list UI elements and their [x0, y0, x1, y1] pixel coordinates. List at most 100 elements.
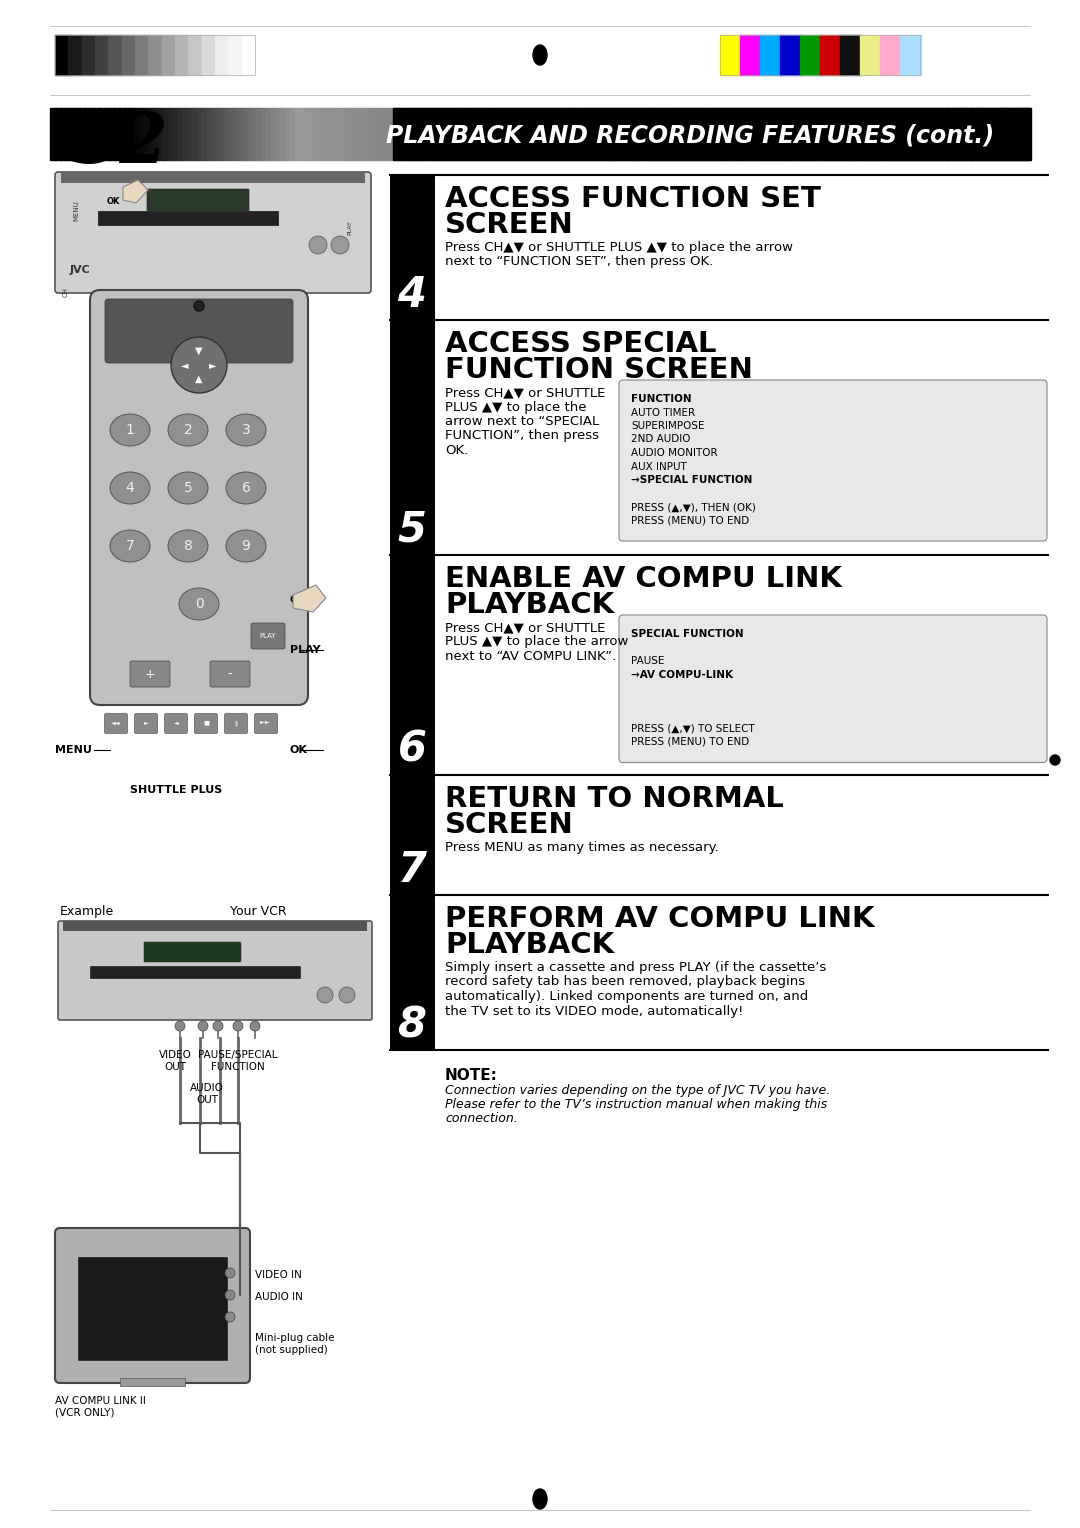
Bar: [95, 35, 109, 75]
Text: 9: 9: [242, 539, 251, 553]
FancyBboxPatch shape: [130, 662, 170, 688]
Bar: [109, 108, 114, 160]
Text: AUTO TIMER: AUTO TIMER: [631, 408, 696, 417]
Bar: [789, 108, 796, 160]
Bar: [192, 108, 198, 160]
Bar: [900, 35, 920, 75]
Bar: [80, 108, 85, 160]
Bar: [731, 108, 737, 160]
Text: Mini-plug cable
(not supplied): Mini-plug cable (not supplied): [255, 1332, 335, 1355]
Bar: [158, 108, 164, 160]
Bar: [447, 108, 453, 160]
Text: SHUTTLE PLUS: SHUTTLE PLUS: [130, 785, 222, 795]
Bar: [1005, 108, 1011, 160]
Text: MENU: MENU: [73, 200, 79, 220]
FancyBboxPatch shape: [194, 714, 217, 733]
Text: ACCESS FUNCTION SET: ACCESS FUNCTION SET: [445, 185, 821, 212]
Bar: [834, 108, 840, 160]
Bar: [712, 108, 717, 160]
Circle shape: [198, 1021, 208, 1031]
Text: ■: ■: [203, 721, 208, 726]
Text: ACCESS SPECIAL: ACCESS SPECIAL: [445, 330, 716, 358]
Bar: [525, 108, 531, 160]
Bar: [119, 108, 124, 160]
Bar: [957, 108, 962, 160]
Bar: [177, 108, 184, 160]
Ellipse shape: [534, 44, 546, 66]
Text: MENU: MENU: [55, 746, 92, 755]
Bar: [530, 108, 536, 160]
Bar: [241, 108, 247, 160]
Text: connection.: connection.: [445, 1112, 517, 1125]
Bar: [609, 108, 615, 160]
Text: FUNCTION: FUNCTION: [631, 394, 691, 403]
Bar: [843, 108, 850, 160]
Bar: [334, 108, 340, 160]
Bar: [795, 108, 800, 160]
Bar: [967, 108, 972, 160]
Text: PAUSE: PAUSE: [631, 656, 664, 666]
Bar: [281, 108, 286, 160]
Bar: [951, 108, 958, 160]
Bar: [90, 108, 95, 160]
Bar: [173, 108, 178, 160]
Text: PLAY: PLAY: [259, 633, 276, 639]
FancyBboxPatch shape: [255, 714, 278, 733]
Bar: [839, 108, 845, 160]
Bar: [442, 108, 448, 160]
Bar: [167, 108, 174, 160]
Ellipse shape: [226, 414, 266, 446]
Text: 32: 32: [72, 110, 168, 177]
Bar: [545, 108, 551, 160]
Bar: [50, 108, 56, 160]
Bar: [638, 108, 644, 160]
Bar: [878, 108, 885, 160]
Ellipse shape: [179, 588, 219, 620]
Bar: [300, 108, 306, 160]
Bar: [368, 108, 375, 160]
Text: SPECIAL FUNCTION: SPECIAL FUNCTION: [631, 630, 744, 639]
Bar: [129, 108, 134, 160]
Bar: [104, 108, 110, 160]
Bar: [78, 1258, 227, 1360]
Bar: [228, 35, 242, 75]
Text: ►►: ►►: [260, 721, 272, 726]
Bar: [810, 108, 815, 160]
Bar: [643, 108, 649, 160]
Bar: [604, 108, 609, 160]
Bar: [206, 108, 213, 160]
Text: ◄◄: ◄◄: [111, 721, 121, 726]
Text: 8: 8: [397, 1004, 427, 1047]
Text: 4: 4: [397, 274, 427, 316]
Bar: [144, 108, 149, 160]
Text: PERFORM AV COMPU LINK: PERFORM AV COMPU LINK: [445, 905, 875, 934]
Text: FUNCTION”, then press: FUNCTION”, then press: [445, 429, 599, 443]
Bar: [390, 555, 435, 775]
Bar: [677, 108, 684, 160]
Text: CH: CH: [291, 594, 308, 605]
Bar: [197, 108, 203, 160]
Bar: [270, 108, 276, 160]
Bar: [814, 108, 821, 160]
Bar: [491, 108, 497, 160]
Bar: [471, 108, 477, 160]
Bar: [212, 108, 217, 160]
Text: →AV COMPU-LINK: →AV COMPU-LINK: [631, 669, 733, 680]
Text: Please refer to the TV’s instruction manual when making this: Please refer to the TV’s instruction man…: [445, 1099, 827, 1111]
Bar: [339, 108, 345, 160]
Ellipse shape: [534, 1488, 546, 1510]
Text: PLUS ▲▼ to place the: PLUS ▲▼ to place the: [445, 400, 586, 414]
Bar: [482, 108, 487, 160]
Bar: [555, 108, 561, 160]
Text: 5: 5: [184, 481, 192, 495]
Bar: [903, 108, 908, 160]
FancyBboxPatch shape: [105, 299, 293, 364]
Bar: [437, 108, 443, 160]
Bar: [231, 108, 238, 160]
Bar: [82, 35, 95, 75]
Text: RETURN TO NORMAL: RETURN TO NORMAL: [445, 785, 784, 813]
Bar: [461, 108, 468, 160]
Bar: [390, 775, 435, 895]
Bar: [589, 108, 595, 160]
Bar: [451, 108, 458, 160]
